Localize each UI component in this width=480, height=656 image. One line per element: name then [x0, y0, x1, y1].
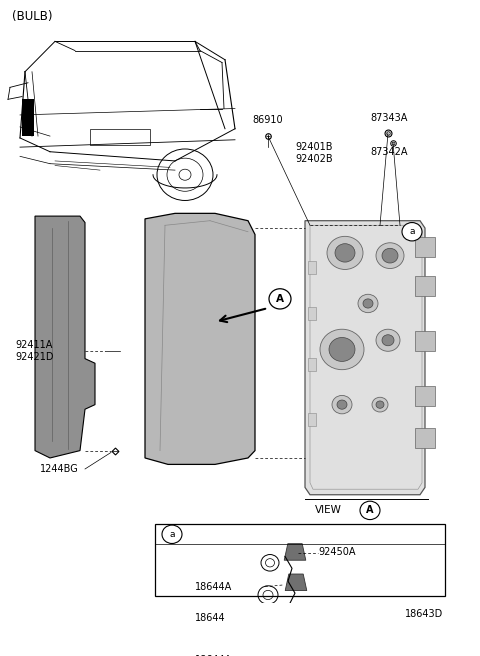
Circle shape — [320, 329, 364, 370]
Polygon shape — [283, 642, 305, 656]
Text: 18644: 18644 — [195, 613, 226, 623]
Bar — [415, 237, 435, 258]
Text: a: a — [169, 530, 175, 539]
Circle shape — [162, 525, 182, 543]
Circle shape — [335, 243, 355, 262]
Bar — [415, 428, 435, 448]
Text: 86910: 86910 — [252, 115, 283, 125]
Circle shape — [372, 398, 388, 412]
Text: (BULB): (BULB) — [12, 10, 52, 23]
Circle shape — [360, 501, 380, 520]
Circle shape — [363, 299, 373, 308]
Text: 18644A: 18644A — [195, 582, 232, 592]
Text: A: A — [276, 294, 284, 304]
Text: 18643D: 18643D — [405, 609, 443, 619]
Text: 92450A: 92450A — [318, 546, 356, 557]
Circle shape — [358, 295, 378, 313]
Bar — [155, 524, 445, 596]
Bar — [415, 386, 435, 407]
Circle shape — [269, 289, 291, 309]
Polygon shape — [286, 604, 308, 621]
Text: 92421D: 92421D — [15, 352, 53, 362]
Bar — [308, 358, 316, 371]
Circle shape — [337, 400, 347, 409]
Circle shape — [402, 222, 422, 241]
Text: a: a — [409, 227, 415, 236]
Bar — [308, 413, 316, 426]
Polygon shape — [364, 607, 380, 619]
Text: 92401B: 92401B — [295, 142, 333, 152]
Bar — [90, 129, 150, 145]
Polygon shape — [285, 574, 307, 590]
Text: 92402B: 92402B — [295, 154, 333, 164]
Text: 1244BG: 1244BG — [40, 464, 79, 474]
Circle shape — [329, 337, 355, 361]
Polygon shape — [35, 216, 95, 458]
Circle shape — [376, 329, 400, 352]
Circle shape — [382, 248, 398, 263]
Bar — [308, 261, 316, 274]
Polygon shape — [305, 220, 425, 495]
Circle shape — [327, 236, 363, 270]
Circle shape — [382, 335, 394, 346]
Polygon shape — [145, 213, 255, 464]
Text: 87343A: 87343A — [370, 113, 408, 123]
Text: 87342A: 87342A — [370, 147, 408, 157]
Text: A: A — [366, 505, 374, 516]
Bar — [22, 99, 34, 136]
Bar — [415, 331, 435, 352]
Circle shape — [376, 401, 384, 408]
Bar — [415, 276, 435, 296]
Text: 92411A: 92411A — [15, 340, 52, 350]
Circle shape — [376, 243, 404, 268]
Text: VIEW: VIEW — [315, 505, 342, 516]
Bar — [308, 307, 316, 320]
Text: 18644A: 18644A — [195, 655, 232, 656]
Polygon shape — [284, 544, 306, 560]
Circle shape — [332, 396, 352, 414]
